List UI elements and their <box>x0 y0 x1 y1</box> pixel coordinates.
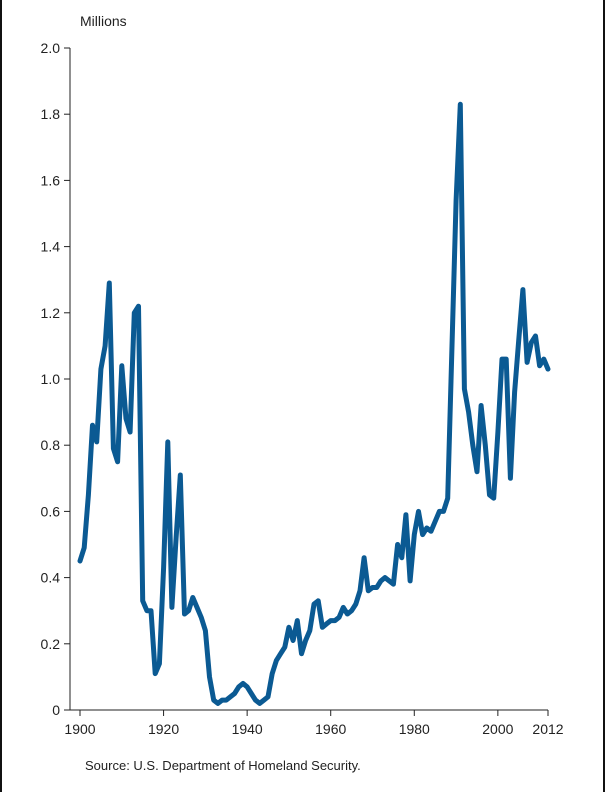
x-tick-label: 1940 <box>232 721 263 737</box>
y-tick-label: 1.4 <box>41 239 61 255</box>
y-tick-label: 0.4 <box>41 570 61 586</box>
x-ticks: 1900 1920 1940 1960 1980 2000 2012 <box>64 710 564 737</box>
y-tick-label: 1.8 <box>41 106 61 122</box>
y-ticks: 0 0.2 0.4 0.6 0.8 1.0 1.2 1.4 1.6 1.8 2.0 <box>41 40 70 718</box>
source-note: Source: U.S. Department of Homeland Secu… <box>85 758 361 773</box>
y-tick-label: 0.8 <box>41 437 61 453</box>
y-tick-label: 0.6 <box>41 503 61 519</box>
y-tick-label: 1.6 <box>41 172 61 188</box>
x-tick-label: 1960 <box>315 721 346 737</box>
y-tick-label: 1.0 <box>41 371 61 387</box>
y-unit-label: Millions <box>80 13 127 29</box>
x-tick-label: 1920 <box>148 721 179 737</box>
y-tick-label: 1.2 <box>41 305 61 321</box>
x-tick-label: 2000 <box>482 721 513 737</box>
y-tick-label: 0.2 <box>41 636 61 652</box>
x-tick-label: 1980 <box>399 721 430 737</box>
x-tick-label: 2012 <box>532 721 563 737</box>
y-tick-label: 2.0 <box>41 40 61 56</box>
x-tick-label: 1900 <box>64 721 95 737</box>
y-tick-label: 0 <box>52 702 60 718</box>
series-line <box>77 101 551 706</box>
